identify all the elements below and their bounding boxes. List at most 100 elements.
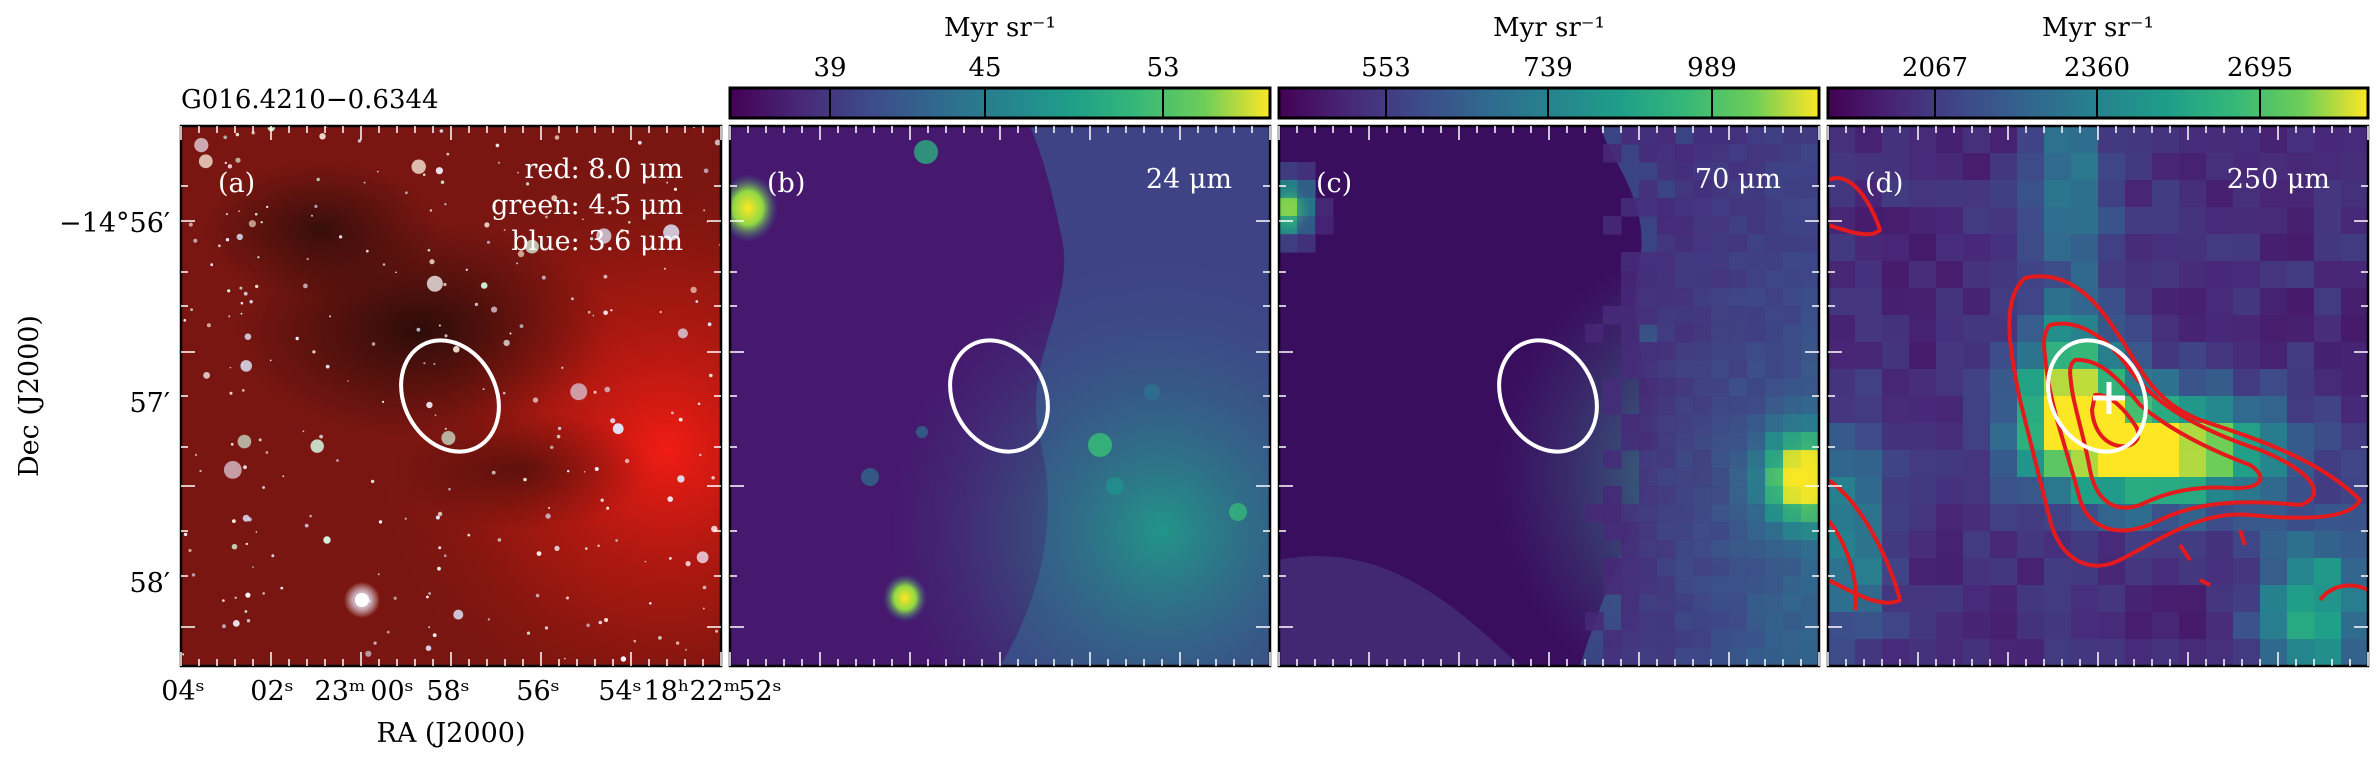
pixel [1936, 558, 1964, 586]
star [373, 641, 377, 645]
pixel [2206, 342, 2234, 370]
pixel [2260, 558, 2288, 586]
pixel [1711, 342, 1730, 361]
star [493, 204, 496, 208]
pixel [2071, 369, 2099, 397]
pixel [1729, 432, 1748, 451]
pixel [1882, 369, 1910, 397]
aperture-ellipse-d [2046, 338, 2148, 454]
pixel [1639, 504, 1658, 523]
pixel [2017, 234, 2045, 262]
ra-tick-label: 52ˢ [738, 676, 781, 707]
pixel [1729, 450, 1748, 469]
pixel [2341, 315, 2368, 343]
pixel [1711, 396, 1730, 415]
pixel [2260, 315, 2288, 343]
pixel [1765, 522, 1784, 541]
star [437, 511, 443, 517]
star [245, 542, 248, 546]
star [269, 359, 272, 362]
star [566, 596, 569, 600]
pixel [1675, 270, 1694, 289]
pixel [1990, 126, 2018, 154]
pixel [2206, 558, 2234, 586]
pixel [2179, 342, 2207, 370]
star [587, 310, 591, 314]
star [519, 324, 524, 328]
star [583, 471, 586, 473]
star [695, 300, 699, 303]
pixel [1990, 477, 2018, 505]
pixel [1657, 468, 1676, 487]
pixel [2179, 369, 2207, 397]
star [241, 364, 244, 366]
pixel [2071, 450, 2099, 478]
pixel [2179, 288, 2207, 316]
star [497, 538, 502, 542]
pixel [1657, 216, 1676, 235]
pixel [1936, 585, 1964, 613]
star [604, 386, 611, 393]
pixel [1990, 531, 2018, 559]
star [427, 248, 431, 252]
pixel [1711, 126, 1730, 145]
star [239, 286, 243, 290]
pixel [2233, 234, 2261, 262]
pixel [1729, 396, 1748, 415]
star [532, 397, 539, 403]
star [610, 418, 616, 424]
pixel [1963, 423, 1991, 451]
pixel [1855, 396, 1883, 424]
pixel [2098, 207, 2126, 235]
pixel [1711, 630, 1730, 649]
pixel [1603, 306, 1622, 325]
pixel [1729, 504, 1748, 523]
pixel [1783, 450, 1802, 469]
pixel [1855, 450, 1883, 478]
pixel [2044, 639, 2072, 666]
pixel [2179, 531, 2207, 559]
pixel [1729, 252, 1748, 271]
pixel [1936, 369, 1964, 397]
star [325, 364, 330, 369]
star [603, 310, 608, 316]
pixel [1693, 270, 1712, 289]
pixel [1747, 306, 1766, 325]
star [411, 159, 426, 174]
pixel [1711, 504, 1730, 523]
pixel [1765, 342, 1784, 361]
star [240, 301, 244, 305]
star [195, 453, 198, 456]
pixel [1765, 396, 1784, 415]
pixel [1729, 468, 1748, 487]
pixel [1963, 396, 1991, 424]
star [378, 520, 383, 524]
star [347, 380, 349, 382]
pixel [1765, 198, 1784, 217]
star [255, 531, 258, 533]
pixel [1693, 342, 1712, 361]
pixel [1657, 612, 1676, 631]
star [245, 592, 251, 598]
y-axis-label: Dec (J2000) [14, 315, 45, 477]
pixel [1639, 306, 1658, 325]
pixel [2206, 126, 2234, 154]
star [438, 546, 442, 550]
pixel [2071, 612, 2099, 640]
pixel [1675, 180, 1694, 199]
pixel [1783, 468, 1802, 487]
pixel [1711, 180, 1730, 199]
aperture-ellipse-a [399, 338, 501, 454]
star [440, 180, 445, 184]
pixel [1765, 324, 1784, 343]
pixel [2071, 207, 2099, 235]
colorbar-d: 2067 2360 2695 Myr sr⁻¹ [1826, 13, 2370, 120]
star [235, 157, 241, 163]
pixel [1585, 504, 1604, 523]
pixel [2314, 288, 2342, 316]
star [443, 282, 447, 287]
legend-red: red: 8.0 μm [524, 154, 683, 185]
pixel [2044, 234, 2072, 262]
pixel [2341, 288, 2368, 316]
pixel [2044, 585, 2072, 613]
